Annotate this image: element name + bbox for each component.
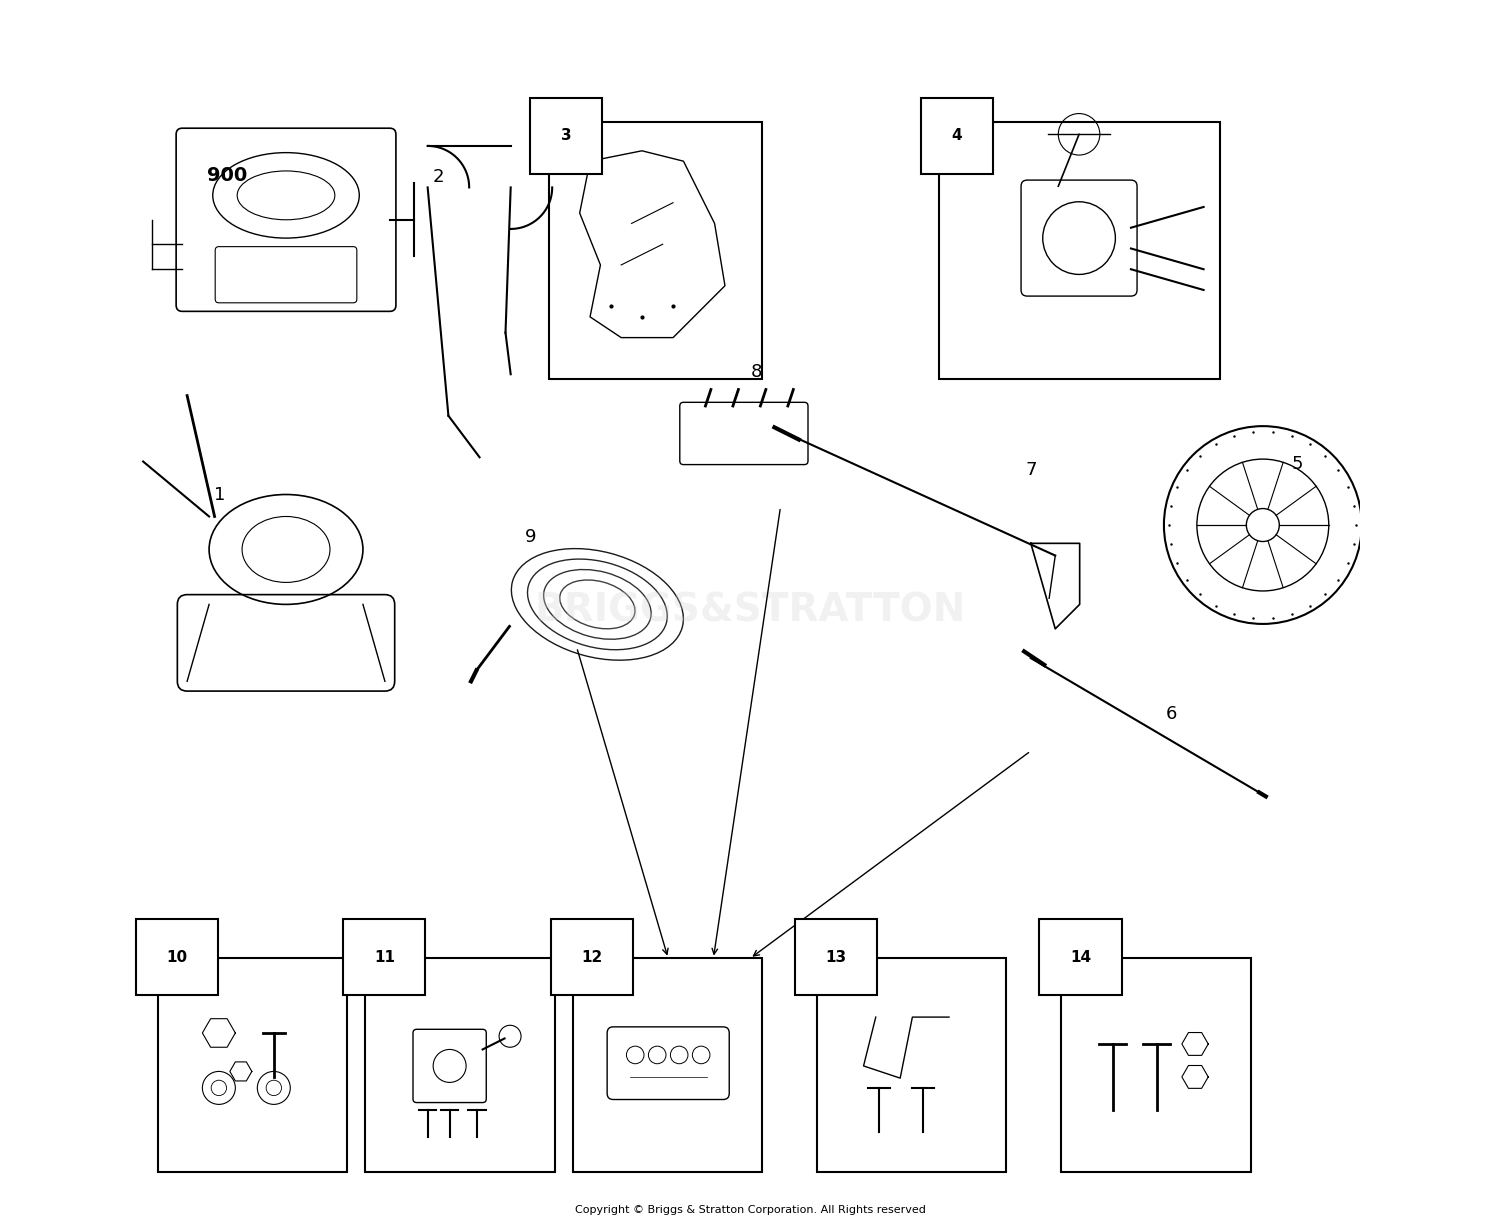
Bar: [818, 958, 1007, 1172]
Text: 7: 7: [1024, 462, 1036, 479]
Text: 5: 5: [1292, 455, 1304, 473]
Text: 3: 3: [561, 128, 572, 143]
Text: 6: 6: [1166, 706, 1178, 723]
Bar: [366, 958, 555, 1172]
Bar: [1062, 958, 1251, 1172]
Text: BRIGGS&STRATTON: BRIGGS&STRATTON: [534, 591, 966, 630]
Bar: [573, 958, 762, 1172]
Text: 2: 2: [433, 168, 444, 186]
Text: 12: 12: [582, 950, 603, 965]
Text: 1: 1: [214, 486, 226, 503]
Bar: [549, 122, 762, 379]
Text: 14: 14: [1070, 950, 1090, 965]
Text: 900: 900: [207, 166, 248, 186]
Text: 11: 11: [374, 950, 394, 965]
Text: 10: 10: [166, 950, 188, 965]
Text: 13: 13: [825, 950, 848, 965]
Text: Copyright © Briggs & Stratton Corporation. All Rights reserved: Copyright © Briggs & Stratton Corporatio…: [574, 1205, 926, 1215]
Text: 8: 8: [750, 364, 762, 381]
Text: 9: 9: [525, 529, 536, 546]
Bar: [939, 122, 1220, 379]
Bar: [158, 958, 346, 1172]
Text: 4: 4: [951, 128, 962, 143]
